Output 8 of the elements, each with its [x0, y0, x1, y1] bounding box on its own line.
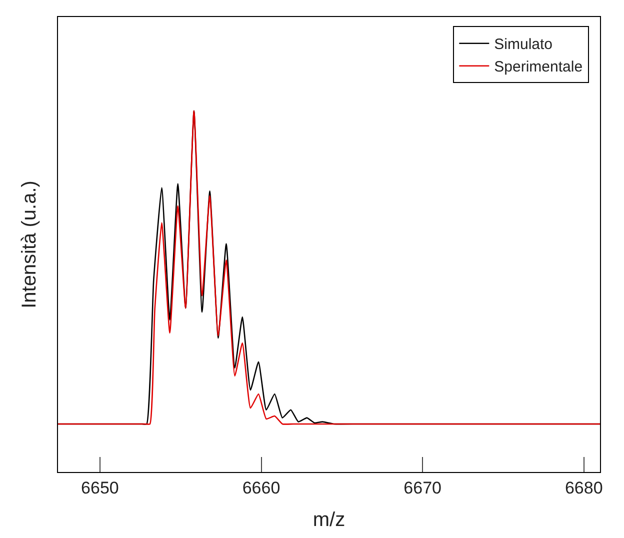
- y-axis-title: Intensità (u.a.): [18, 180, 40, 308]
- x-tick-label: 6670: [404, 478, 442, 498]
- x-tick-label: 6680: [564, 478, 603, 498]
- x-axis-title: m/z: [312, 508, 346, 531]
- legend-label: Simulato: [494, 36, 553, 54]
- x-tick-label: 6660: [242, 478, 280, 498]
- legend-label: Sperimentale: [494, 58, 583, 76]
- x-tick-label: 6650: [81, 478, 119, 498]
